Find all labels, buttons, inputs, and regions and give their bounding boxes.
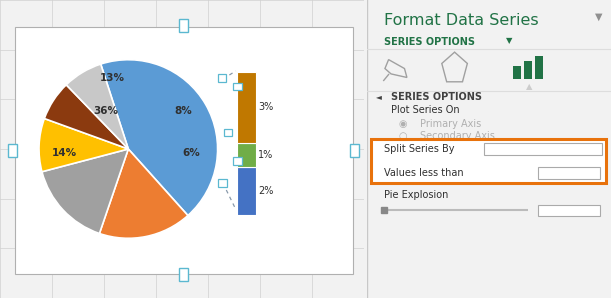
Text: 8%: 8% [175, 106, 192, 117]
Text: ▼: ▼ [506, 36, 513, 45]
Text: Primary Axis: Primary Axis [420, 119, 481, 129]
Text: ▲: ▲ [592, 168, 596, 173]
Wedge shape [100, 149, 188, 238]
Text: ▼: ▼ [595, 12, 602, 22]
Text: Format Data Series: Format Data Series [384, 13, 538, 28]
Wedge shape [45, 85, 128, 149]
Bar [513, 66, 521, 79]
Bar [236, 143, 256, 167]
Text: Plot Series On: Plot Series On [391, 105, 459, 115]
FancyBboxPatch shape [484, 143, 602, 155]
Text: 2%: 2% [258, 186, 274, 196]
Bar [218, 179, 227, 187]
Text: Percentage value: Percentage value [491, 145, 570, 153]
Bar [236, 167, 256, 215]
Text: Values less than: Values less than [384, 168, 463, 178]
Bar [8, 144, 18, 157]
Text: 4%: 4% [544, 168, 558, 178]
Wedge shape [66, 64, 128, 149]
Text: 3%: 3% [258, 102, 273, 112]
Bar [224, 129, 232, 136]
Bar [236, 72, 256, 143]
FancyBboxPatch shape [371, 139, 606, 183]
Bar [349, 144, 359, 157]
Text: Pie Explosion: Pie Explosion [384, 190, 448, 200]
Text: ▼: ▼ [592, 174, 596, 179]
Text: ▲: ▲ [592, 206, 596, 210]
Text: ◉: ◉ [398, 119, 407, 129]
Text: ▼: ▼ [592, 145, 598, 153]
Text: Split Series By: Split Series By [384, 144, 454, 154]
Bar [233, 83, 242, 90]
Text: ▼: ▼ [592, 212, 596, 216]
Text: 14%: 14% [51, 148, 76, 159]
Wedge shape [39, 119, 128, 172]
Bar [535, 56, 543, 79]
Bar [179, 19, 188, 32]
Text: Secondary Axis: Secondary Axis [420, 131, 496, 141]
Text: 13%: 13% [100, 72, 125, 83]
Bar [233, 157, 242, 165]
Text: 0%: 0% [544, 206, 558, 216]
Text: 36%: 36% [93, 106, 119, 117]
Wedge shape [101, 60, 218, 215]
Text: ◄: ◄ [376, 92, 382, 101]
FancyBboxPatch shape [538, 205, 600, 216]
Text: 6%: 6% [182, 148, 200, 159]
Bar [524, 61, 532, 79]
FancyBboxPatch shape [15, 27, 353, 274]
Text: 1%: 1% [258, 150, 273, 160]
Text: ○: ○ [398, 131, 407, 141]
Text: SERIES OPTIONS: SERIES OPTIONS [384, 37, 475, 47]
FancyBboxPatch shape [538, 167, 600, 179]
Bar [179, 268, 188, 281]
Text: ▲: ▲ [526, 82, 532, 91]
Wedge shape [42, 149, 128, 234]
Bar [218, 74, 226, 82]
Text: SERIES OPTIONS: SERIES OPTIONS [391, 92, 482, 102]
